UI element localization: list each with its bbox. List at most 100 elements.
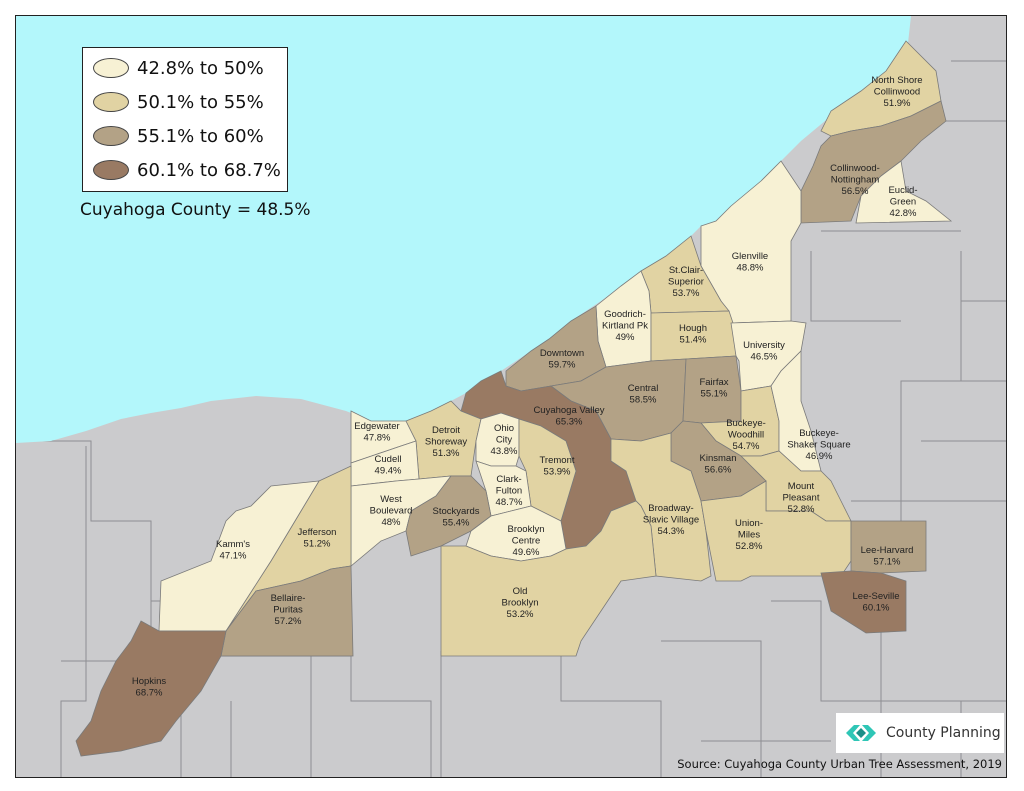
- legend-swatch: [93, 126, 129, 146]
- label-goodrich-kirtland-pk: Goodrich-Kirtland Pk 49%: [602, 309, 648, 343]
- label-value: 57.1%: [874, 557, 901, 568]
- label-value: 53.9%: [544, 467, 571, 478]
- label-value: 56.6%: [705, 465, 732, 476]
- label-st-clair-superior: St.Clair-Superior 53.7%: [668, 265, 704, 299]
- neighborhood-polygons: [75, 40, 953, 757]
- label-value: 46.9%: [806, 451, 833, 462]
- label-name: Old: [513, 586, 528, 597]
- legend-swatch: [93, 92, 129, 112]
- neighborhood-lee-seville: [820, 570, 907, 634]
- label-name: Kirtland Pk: [602, 321, 648, 332]
- label-name: North Shore: [871, 75, 922, 86]
- label-tremont: Tremont 53.9%: [539, 455, 574, 478]
- label-name: Hopkins: [132, 676, 167, 687]
- label-value: 42.8%: [890, 208, 917, 219]
- label-value: 49.4%: [375, 466, 402, 477]
- neighborhood-buckeye-shaker-square: [770, 350, 822, 472]
- label-lee-seville: Lee-Seville 60.1%: [853, 591, 900, 614]
- label-fairfax: Fairfax 55.1%: [699, 377, 728, 400]
- legend-swatch: [93, 160, 129, 180]
- label-name: Tremont: [539, 455, 574, 466]
- label-name: Miles: [738, 530, 760, 541]
- label-cuyahoga-valley: Cuyahoga Valley 65.3%: [533, 405, 604, 428]
- label-name: Collinwood: [874, 87, 920, 98]
- label-value: 49%: [615, 332, 635, 343]
- label-name: Boulevard: [370, 506, 413, 517]
- legend-label: 55.1% to 60%: [137, 125, 264, 147]
- label-mount-pleasant: Mount Pleasant 52.8%: [783, 481, 820, 515]
- label-jefferson: Jefferson 51.2%: [298, 527, 337, 550]
- label-name: Shaker Square: [787, 440, 850, 451]
- legend-label: 60.1% to 68.7%: [137, 159, 281, 181]
- label-name: Woodhill: [728, 430, 764, 441]
- label-name: Lee-Harvard: [861, 545, 914, 556]
- label-kinsman: Kinsman 56.6%: [700, 453, 737, 476]
- label-value: 51.3%: [433, 448, 460, 459]
- label-value: 48.8%: [737, 263, 764, 274]
- label-name: Kinsman: [700, 453, 737, 464]
- label-name: Slavic Village: [643, 515, 699, 526]
- legend-item: 55.1% to 60%: [93, 124, 264, 148]
- label-hopkins: Hopkins 68.7%: [132, 676, 167, 699]
- label-value: 53.7%: [673, 288, 700, 299]
- label-name: Buckeye-: [726, 418, 766, 429]
- county-average-note: Cuyahoga County = 48.5%: [80, 200, 311, 220]
- county-planning-logo-icon: [846, 725, 876, 741]
- label-edgewater: Edgewater 47.8%: [354, 421, 399, 444]
- label-value: 51.4%: [680, 335, 707, 346]
- label-name: Ohio: [494, 423, 514, 434]
- label-stockyards: Stockyards 55.4%: [433, 506, 480, 529]
- legend-label: 42.8% to 50%: [137, 57, 264, 79]
- label-value: 47.8%: [364, 433, 391, 444]
- label-name: West: [380, 494, 402, 505]
- label-name: Edgewater: [354, 421, 399, 432]
- neighborhood-euclid-green: [855, 160, 953, 224]
- label-lee-harvard: Lee-Harvard 57.1%: [861, 545, 914, 568]
- label-hough: Hough 51.4%: [679, 323, 707, 346]
- label-name: St.Clair-: [669, 265, 703, 276]
- label-university: University 46.5%: [743, 340, 785, 363]
- label-value: 55.4%: [443, 518, 470, 529]
- legend-item: 50.1% to 55%: [93, 90, 264, 114]
- label-name: Downtown: [540, 348, 584, 359]
- neighborhood-labels: North Shore Collinwood 51.9% Collinwood- No…: [132, 75, 923, 699]
- legend-item: 60.1% to 68.7%: [93, 158, 281, 182]
- label-name: Hough: [679, 323, 707, 334]
- label-old-brooklyn: Old Brooklyn 53.2%: [502, 586, 539, 620]
- label-name: Fairfax: [699, 377, 728, 388]
- label-name: Detroit: [432, 425, 460, 436]
- label-name: Cudell: [375, 454, 402, 465]
- label-detroit-shoreway: Detroit Shoreway 51.3%: [425, 425, 467, 459]
- label-value: 57.2%: [275, 616, 302, 627]
- label-value: 53.2%: [507, 609, 534, 620]
- label-euclid-green: Euclid-Green 42.8%: [888, 185, 917, 219]
- label-name: Clark-: [496, 474, 521, 485]
- label-buckeye-woodhill: Buckeye-Woodhill 54.7%: [726, 418, 766, 452]
- label-name: Puritas: [273, 605, 303, 616]
- label-value: 65.3%: [556, 417, 583, 428]
- label-value: 60.1%: [863, 603, 890, 614]
- label-name: Pleasant: [783, 493, 820, 504]
- label-name: Collinwood-: [830, 163, 880, 174]
- label-name: Shoreway: [425, 437, 467, 448]
- label-name: Superior: [668, 277, 704, 288]
- label-value: 51.9%: [884, 98, 911, 109]
- label-north-shore-collinwood: North Shore Collinwood 51.9%: [871, 75, 922, 109]
- neighborhood-hopkins: [75, 620, 227, 757]
- label-clark-fulton: Clark-Fulton 48.7%: [496, 474, 523, 508]
- label-name: Jefferson: [298, 527, 337, 538]
- label-value: 46.5%: [751, 352, 778, 363]
- label-name: Brooklyn: [502, 598, 539, 609]
- label-union-miles: Union-Miles 52.8%: [735, 518, 763, 552]
- label-value: 48.7%: [496, 497, 523, 508]
- county-planning-logo: County Planning: [836, 713, 1004, 753]
- neighborhood-broadway-slavic-village: [610, 432, 712, 582]
- label-value: 47.1%: [220, 551, 247, 562]
- label-broadway-slavic-village: Broadway-Slavic Village 54.3%: [643, 503, 699, 537]
- label-name: Centre: [512, 536, 541, 547]
- label-value: 56.5%: [842, 186, 869, 197]
- label-value: 49.6%: [513, 547, 540, 558]
- label-value: 54.7%: [733, 441, 760, 452]
- label-value: 52.8%: [736, 541, 763, 552]
- label-value: 55.1%: [701, 389, 728, 400]
